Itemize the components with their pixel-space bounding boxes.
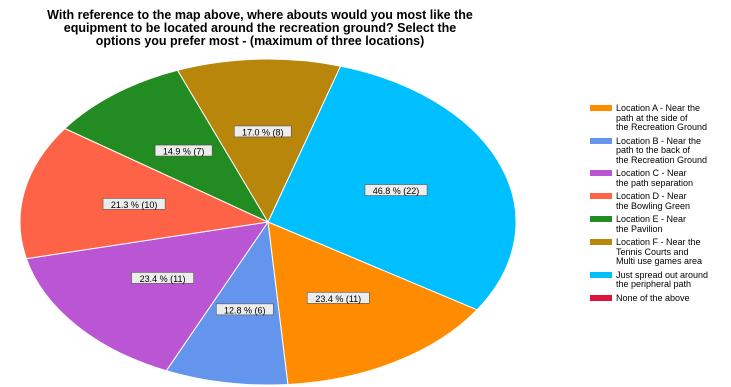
chart-title-line-1: With reference to the map above, where a…	[47, 8, 473, 22]
legend-label: None of the above	[616, 292, 690, 303]
legend-swatch	[590, 137, 612, 144]
pie-data-label-text: 17.0 % (8)	[242, 127, 284, 137]
pie-data-labels: 46.8 % (22) 23.4 % (11) 12.8 % (6) 23.4 % (…	[102, 125, 428, 316]
chart-title-line-2: equipment to be located around the recre…	[63, 21, 457, 35]
pie-data-label: 14.9 % (7)	[154, 144, 213, 157]
legend-label: Location C - Near the path separation	[616, 168, 694, 188]
legend-label: Location F - Near the Tennis Courts and …	[616, 237, 703, 266]
chart-title: With reference to the map above, where a…	[0, 9, 520, 48]
pie-data-label: 12.8 % (6)	[215, 303, 274, 316]
legend-swatch	[590, 294, 612, 301]
pie-data-label-box	[306, 292, 370, 304]
legend-label: Just spread out around the peripheral pa…	[616, 269, 709, 289]
legend-label: Location B - Near the path to the back o…	[616, 135, 708, 165]
legend-item: Location B - Near the path to the back o…	[590, 135, 730, 166]
pie-slices	[19, 58, 517, 386]
pie-data-label-box	[233, 125, 292, 138]
pie-slice	[176, 58, 342, 224]
pie-data-label-text: 23.4 % (11)	[315, 294, 361, 304]
pie-data-label-box	[364, 184, 428, 196]
legend-item: Just spread out around the peripheral pa…	[590, 269, 730, 290]
pie-data-label-text: 12.8 % (6)	[224, 305, 266, 315]
legend: Location A - Near the path at the side o…	[590, 103, 730, 309]
pie-slice	[267, 221, 478, 385]
legend-swatch	[590, 105, 612, 111]
pie-data-label: 21.3 % (10)	[102, 198, 166, 210]
legend-item: Location A - Near the path at the side o…	[590, 103, 730, 133]
pie-data-label: 23.4 % (11)	[306, 292, 370, 304]
pie-data-label-box	[131, 272, 194, 284]
legend-swatch	[590, 239, 612, 245]
pie-data-label-text: 46.8 % (22)	[373, 186, 420, 196]
pie-data-label-box	[102, 198, 166, 210]
pie-data-label-text: 14.9 % (7)	[163, 147, 205, 157]
pie-slice	[165, 220, 289, 386]
legend-swatch	[590, 193, 612, 199]
legend-item: Location E - Near the Pavilion	[590, 214, 730, 234]
legend-item: Location C - Near the path separation	[590, 168, 730, 188]
pie-data-label-box	[154, 144, 213, 157]
legend-label: Location E - Near the Pavilion	[616, 214, 687, 234]
legend-item: None of the above	[590, 292, 730, 304]
pie-data-label: 17.0 % (8)	[233, 125, 292, 138]
pie-data-label-text: 23.4 % (11)	[140, 274, 186, 284]
legend-swatch	[590, 271, 612, 278]
chart-title-line-3: options you prefer most - (maximum of th…	[95, 34, 425, 48]
pie-data-label: 46.8 % (22)	[364, 184, 428, 196]
pie-slice	[25, 221, 270, 372]
legend-label: Location D - Near the Bowling Green	[616, 191, 691, 211]
pie-slice	[19, 127, 270, 260]
pie-data-label-text: 21.3 % (10)	[111, 200, 158, 210]
pie-data-label: 23.4 % (11)	[131, 272, 194, 284]
legend-swatch	[590, 170, 612, 176]
legend-item: Location D - Near the Bowling Green	[590, 191, 730, 211]
legend-item: Location F - Near the Tennis Courts and …	[590, 237, 730, 267]
legend-swatch	[590, 216, 612, 222]
legend-label: Location A - Near the path at the side o…	[616, 103, 708, 132]
pie-data-label-box	[215, 303, 274, 316]
